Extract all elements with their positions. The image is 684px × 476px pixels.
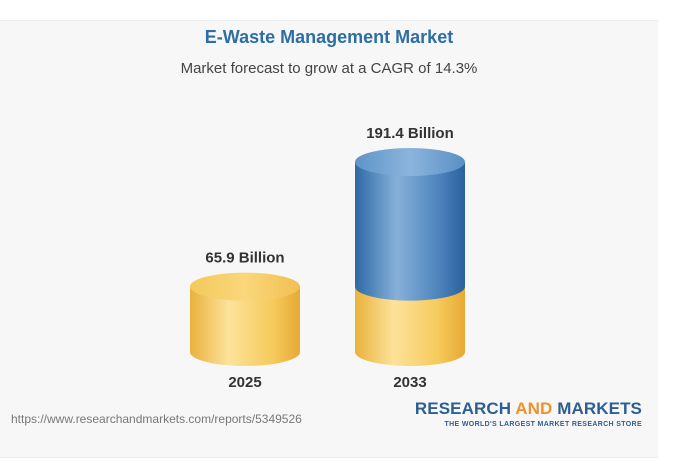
logo-text-and: AND — [515, 399, 553, 418]
cylinder-segment-base-2033 — [355, 286, 465, 366]
research-and-markets-logo[interactable]: RESEARCH AND MARKETS THE WORLD'S LARGEST… — [415, 399, 642, 428]
category-label-2033: 2033 — [393, 374, 426, 391]
cylinder-top-2033 — [355, 148, 465, 176]
value-label-2033: 191.4 Billion — [366, 125, 454, 142]
category-label-2025: 2025 — [228, 374, 261, 391]
chart-subtitle: Market forecast to grow at a CAGR of 14.… — [180, 60, 478, 77]
source-url[interactable]: https://www.researchandmarkets.com/repor… — [11, 412, 302, 426]
chart-title: E-Waste Management Market — [204, 27, 454, 47]
logo-tagline: THE WORLD'S LARGEST MARKET RESEARCH STOR… — [444, 421, 642, 428]
cylinder-segment-growth-2033 — [355, 162, 465, 301]
cylinder-segment-base-2025 — [190, 286, 300, 366]
value-label-2025: 65.9 Billion — [205, 250, 284, 267]
logo-text-research: RESEARCH — [414, 399, 516, 418]
logo-text-markets: MARKETS — [552, 399, 642, 418]
cylinder-top-2025 — [190, 272, 300, 301]
chart-card — [0, 20, 658, 458]
